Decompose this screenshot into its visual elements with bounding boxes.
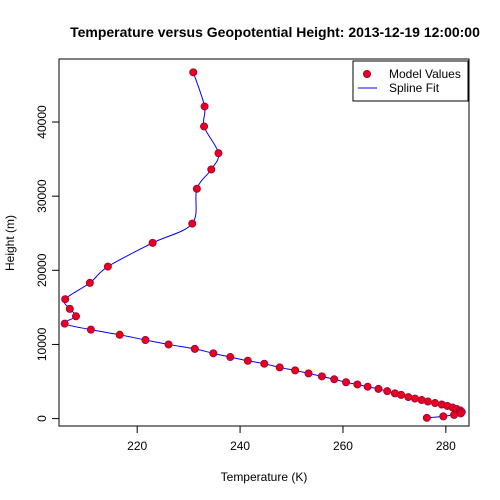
- y-axis: 0 10000 20000 30000 40000: [35, 105, 59, 422]
- data-point: [86, 325, 95, 334]
- x-tick-label: 280: [436, 439, 456, 453]
- data-point: [103, 262, 112, 271]
- data-point: [61, 295, 70, 304]
- data-point: [190, 344, 199, 353]
- y-tick-label: 10000: [35, 327, 49, 361]
- y-tick-label: 20000: [35, 253, 49, 287]
- y-tick-label: 30000: [35, 179, 49, 213]
- data-point: [260, 359, 269, 368]
- data-point: [85, 278, 94, 287]
- data-point: [200, 122, 209, 131]
- data-point: [209, 349, 218, 358]
- legend: Model Values Spline Fit: [352, 60, 469, 102]
- data-point: [422, 413, 431, 422]
- data-point: [226, 353, 235, 362]
- data-point: [60, 319, 69, 328]
- data-point: [188, 219, 197, 228]
- data-point: [342, 378, 351, 387]
- data-point: [115, 330, 124, 339]
- model-values-series: [60, 68, 466, 422]
- data-point: [383, 387, 392, 396]
- data-point: [275, 363, 284, 372]
- data-point: [423, 397, 432, 406]
- data-point: [330, 375, 339, 384]
- chart-title: Temperature versus Geopotential Height: …: [70, 24, 480, 40]
- data-point: [439, 412, 448, 421]
- data-point: [189, 68, 198, 77]
- data-point: [65, 304, 74, 313]
- data-point: [410, 394, 419, 403]
- data-point: [456, 409, 465, 418]
- data-point: [363, 382, 372, 391]
- data-point: [374, 384, 383, 393]
- data-point: [207, 165, 216, 174]
- data-point: [353, 380, 362, 389]
- data-point: [397, 390, 406, 399]
- x-axis: 220 240 260 280: [127, 426, 456, 453]
- data-point: [164, 340, 173, 349]
- data-point: [450, 410, 459, 419]
- data-point: [192, 184, 201, 193]
- data-point: [431, 399, 440, 408]
- x-tick-label: 220: [127, 439, 147, 453]
- legend-marker-model-values: [363, 70, 371, 78]
- legend-label-spline-fit: Spline Fit: [389, 81, 440, 95]
- data-point: [200, 102, 209, 111]
- data-point: [304, 369, 313, 378]
- legend-label-model-values: Model Values: [389, 67, 461, 81]
- data-point: [71, 312, 80, 321]
- legend-box: [352, 60, 469, 102]
- x-tick-label: 240: [230, 439, 250, 453]
- x-tick-label: 260: [333, 439, 353, 453]
- data-point: [141, 335, 150, 344]
- data-point: [148, 238, 157, 247]
- y-tick-label: 40000: [35, 105, 49, 139]
- y-tick-label: 0: [35, 415, 49, 422]
- data-point: [291, 366, 300, 375]
- data-point: [243, 356, 252, 365]
- data-point: [317, 372, 326, 381]
- data-point: [404, 393, 413, 402]
- data-point: [214, 149, 223, 158]
- y-axis-label: Height (m): [3, 215, 17, 271]
- x-axis-label: Temperature (K): [221, 470, 308, 484]
- plot-frame: [58, 58, 470, 427]
